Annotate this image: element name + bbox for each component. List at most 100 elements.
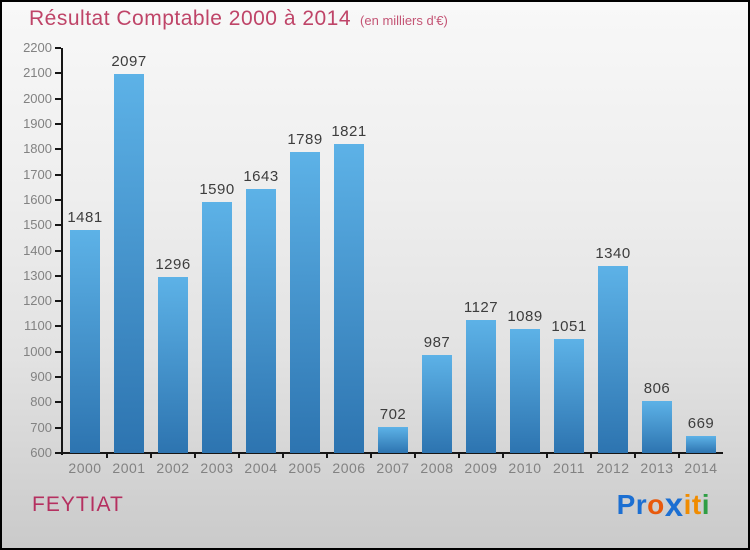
- x-tick: [678, 454, 680, 458]
- x-tick-label: 2013: [640, 460, 674, 476]
- bar-2014: [686, 435, 716, 453]
- x-tick-label: 2008: [420, 460, 454, 476]
- bar-value-label: 669: [687, 414, 715, 432]
- x-tick-label: 2009: [464, 460, 498, 476]
- bar-value-label: 1789: [287, 131, 323, 149]
- x-tick-label: 2007: [376, 460, 410, 476]
- bar-2002: [158, 276, 188, 453]
- y-tick-label: 1400: [23, 242, 52, 258]
- bar-2013: [642, 400, 672, 453]
- bar-value-label: 1089: [507, 308, 543, 326]
- bar-value-label: 1643: [243, 167, 279, 185]
- y-tick-label: 600: [30, 445, 52, 460]
- x-tick: [106, 454, 108, 458]
- bar-value-label: 1296: [155, 255, 191, 273]
- y-tick-label: 2200: [23, 40, 52, 55]
- bar-value-label: 1340: [595, 244, 631, 262]
- y-tick-label: 1500: [23, 217, 52, 233]
- y-tick: [55, 47, 61, 49]
- chart-subtitle: (en milliers d'€): [360, 13, 448, 28]
- y-tick: [55, 274, 61, 277]
- y-axis: [61, 48, 63, 455]
- bar-2009: [466, 319, 496, 453]
- x-tick-label: 2004: [244, 460, 278, 476]
- x-tick: [458, 454, 460, 458]
- y-tick: [55, 72, 61, 75]
- y-tick-label: 1200: [23, 293, 52, 309]
- y-tick: [55, 452, 61, 454]
- x-tick: [590, 454, 592, 458]
- y-tick: [55, 224, 61, 227]
- logo-letter: o: [647, 489, 665, 520]
- x-tick: [194, 454, 196, 458]
- bar-2007: [378, 427, 408, 453]
- chart-header: Résultat Comptable 2000 à 2014 (en millie…: [29, 7, 448, 31]
- proxiti-logo: Proxiti: [617, 488, 710, 521]
- y-tick: [55, 97, 61, 100]
- y-tick: [55, 350, 61, 353]
- y-tick: [55, 249, 61, 252]
- y-tick: [55, 300, 61, 303]
- x-tick-label: 2006: [332, 460, 366, 476]
- y-tick-label: 1300: [23, 267, 52, 283]
- place-label: FEYTIAT: [32, 493, 124, 516]
- y-tick-label: 1600: [23, 191, 52, 207]
- x-tick-label: 2014: [684, 460, 718, 476]
- x-tick: [150, 454, 152, 458]
- x-tick-label: 2005: [288, 460, 322, 476]
- y-tick-label: 900: [30, 369, 52, 385]
- x-tick-label: 2012: [596, 460, 630, 476]
- bar-value-label: 2097: [111, 53, 147, 71]
- x-tick: [414, 454, 416, 458]
- x-tick-label: 2001: [112, 460, 146, 476]
- y-tick: [55, 401, 61, 404]
- x-tick-label: 2002: [156, 460, 190, 476]
- x-axis: [61, 452, 723, 454]
- bar-2001: [114, 74, 144, 453]
- x-tick: [370, 454, 372, 458]
- bar-2000: [70, 229, 100, 453]
- y-tick-label: 1700: [23, 166, 52, 182]
- chart-title: Résultat Comptable 2000 à 2014: [29, 7, 352, 30]
- logo-letter: i: [701, 489, 710, 520]
- bar-2005: [290, 152, 320, 453]
- bar-value-label: 1127: [463, 298, 499, 316]
- x-tick: [634, 454, 636, 458]
- x-tick: [238, 454, 240, 458]
- x-tick-label: 2010: [508, 460, 542, 476]
- x-tick: [546, 454, 548, 458]
- x-tick-label: 2011: [552, 460, 586, 476]
- bar-2011: [554, 338, 584, 453]
- bar-2004: [246, 188, 276, 453]
- x-tick-label: 2003: [200, 460, 234, 476]
- y-tick: [55, 426, 61, 429]
- y-tick-label: 2000: [23, 90, 52, 106]
- y-tick-label: 1000: [23, 343, 52, 359]
- y-tick-label: 1900: [23, 115, 52, 131]
- bar-value-label: 987: [423, 334, 451, 352]
- bar-value-label: 1481: [67, 208, 103, 226]
- y-tick: [55, 173, 61, 176]
- y-tick: [55, 325, 61, 328]
- x-tick: [502, 454, 504, 458]
- bar-value-label: 702: [379, 406, 407, 424]
- y-tick-label: 700: [30, 419, 52, 435]
- y-tick-label: 2100: [23, 65, 52, 81]
- logo-letter: t: [691, 489, 702, 520]
- y-tick: [55, 198, 61, 201]
- bar-2012: [598, 265, 628, 453]
- y-tick-label: 1800: [23, 141, 52, 157]
- y-tick: [55, 376, 61, 379]
- bar-value-label: 806: [643, 379, 671, 397]
- bar-2006: [334, 143, 364, 453]
- bar-value-label: 1821: [331, 122, 367, 140]
- y-tick: [55, 122, 61, 125]
- bar-2008: [422, 355, 452, 453]
- y-tick: [55, 148, 61, 151]
- x-tick: [326, 454, 328, 458]
- bar-value-label: 1590: [199, 181, 235, 199]
- bar-2003: [202, 202, 232, 453]
- y-tick-label: 1100: [24, 318, 52, 334]
- bar-2010: [510, 329, 540, 453]
